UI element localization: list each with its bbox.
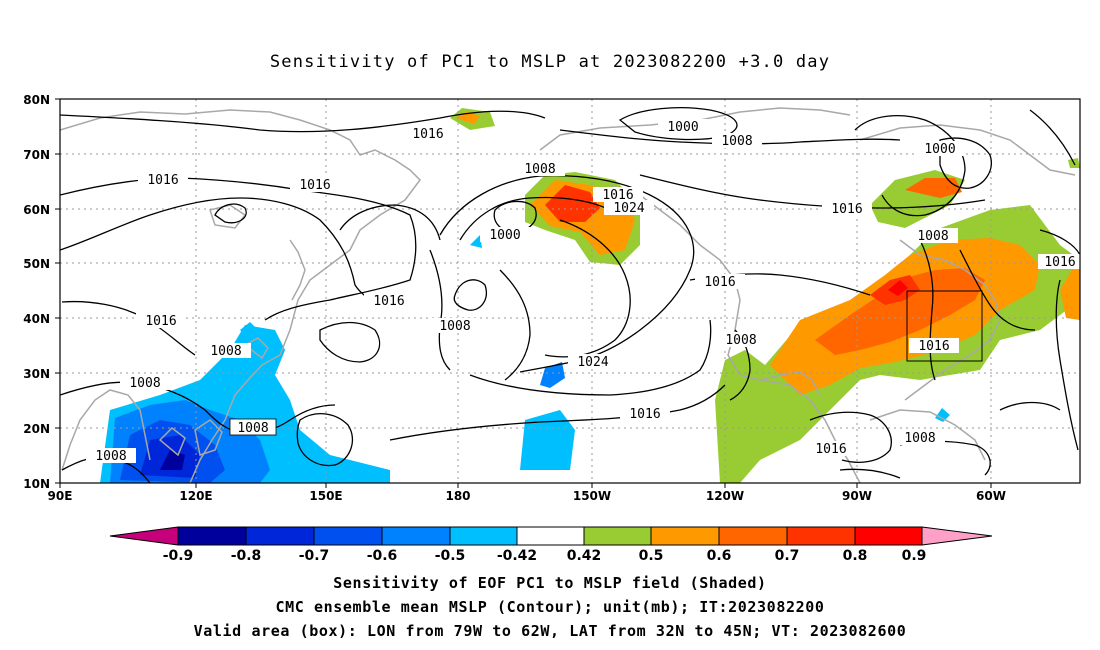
- contour-label: 1008: [95, 449, 126, 464]
- colorbar-label: -0.42: [497, 548, 537, 564]
- contour-label: 1000: [489, 228, 520, 243]
- colorbar-segment: [314, 527, 382, 545]
- lon-label: 120W: [706, 489, 744, 503]
- colorbar-segment: [719, 527, 787, 545]
- contour-label: 1008: [524, 162, 555, 177]
- lat-label: 40N: [23, 312, 50, 326]
- colorbar-label: 0.6: [707, 548, 732, 564]
- contour-label: 1016: [704, 275, 735, 290]
- colorbar-segment: [246, 527, 314, 545]
- contour-label: 1016: [147, 173, 178, 188]
- lat-label: 70N: [23, 148, 50, 162]
- contour-label: 1016: [602, 188, 633, 203]
- colorbar-label: -0.8: [231, 548, 262, 564]
- contour-label: 1008: [210, 344, 241, 359]
- contour-label: 1008: [439, 319, 470, 334]
- map-title: Sensitivity of PC1 to MSLP at 2023082200…: [269, 52, 831, 72]
- colorbar-label: 0.42: [567, 548, 602, 564]
- colorbar-label: 0.9: [902, 548, 927, 564]
- colorbar-label: 0.8: [843, 548, 868, 564]
- contour-label: 1008: [129, 376, 160, 391]
- colorbar-segment: [922, 527, 992, 545]
- lon-label: 150W: [573, 489, 611, 503]
- footer-line-3: Valid area (box): LON from 79W to 62W, L…: [193, 622, 907, 640]
- colorbar: -0.9 -0.8 -0.7 -0.6 -0.5 -0.42 0.42 0.5 …: [109, 526, 993, 564]
- colorbar-segment: [382, 527, 450, 545]
- contour-label: 1016: [629, 407, 660, 422]
- colorbar-label: 0.7: [775, 548, 800, 564]
- colorbar-label: 0.5: [639, 548, 664, 564]
- lon-label: 180: [445, 489, 470, 503]
- contour-label: 1008: [725, 333, 756, 348]
- valid-area-box: [906, 290, 983, 362]
- contour-label: 1016: [815, 442, 846, 457]
- contour-label: 1016: [373, 294, 404, 309]
- lat-label: 50N: [23, 257, 50, 271]
- lat-label: 10N: [23, 477, 50, 491]
- colorbar-label: -0.9: [163, 548, 194, 564]
- contour-label: 1016: [831, 202, 862, 217]
- positive-sensitivity-shading: [450, 108, 1080, 483]
- contour-label: 1016: [918, 339, 949, 354]
- colorbar-segment: [855, 527, 922, 545]
- colorbar-segment: [517, 527, 584, 545]
- contour-label: 1008: [721, 134, 752, 149]
- longitude-labels: 90E 120E 150E 180 150W 120W 90W 60W: [48, 489, 1006, 503]
- colorbar-segment: [178, 527, 246, 545]
- colorbar-segment: [651, 527, 719, 545]
- footer-line-1: Sensitivity of EOF PC1 to MSLP field (Sh…: [333, 574, 767, 592]
- contour-label: 1000: [667, 120, 698, 135]
- contour-label: 1016: [299, 178, 330, 193]
- latitude-labels: 80N 70N 60N 50N 40N 30N 20N 10N: [23, 93, 50, 491]
- colorbar-label: -0.6: [367, 548, 398, 564]
- contour-label: 1008: [904, 431, 935, 446]
- colorbar-segment: [450, 527, 517, 545]
- colorbar-segment: [787, 527, 855, 545]
- lon-label: 60W: [976, 489, 1006, 503]
- lat-label: 60N: [23, 203, 50, 217]
- colorbar-label: -0.5: [435, 548, 466, 564]
- lat-label: 20N: [23, 422, 50, 436]
- map-frame: [59, 98, 1081, 484]
- contour-label: 1016: [145, 314, 176, 329]
- footer-line-2: CMC ensemble mean MSLP (Contour); unit(m…: [275, 598, 825, 616]
- colorbar-segment: [584, 527, 651, 545]
- lon-label: 90W: [842, 489, 872, 503]
- lon-label: 150E: [309, 489, 342, 503]
- contour-label: 1016: [412, 127, 443, 142]
- lon-label: 90E: [48, 489, 73, 503]
- colorbar-label: -0.7: [299, 548, 330, 564]
- lat-label: 30N: [23, 367, 50, 381]
- lon-label: 120E: [179, 489, 212, 503]
- contour-label: 1000: [924, 142, 955, 157]
- contour-label: 1016: [1044, 255, 1075, 270]
- contour-label: 1024: [613, 201, 644, 216]
- contour-label: 1024: [577, 355, 608, 370]
- colorbar-segment: [110, 527, 178, 545]
- contour-label: 1008: [237, 421, 268, 436]
- lat-label: 80N: [23, 93, 50, 107]
- contour-label: 1008: [917, 229, 948, 244]
- axis-ticks: [55, 98, 992, 488]
- contour-labels: 1016 1000 1008 1016 1000 1016 1016 1008 …: [86, 119, 1080, 464]
